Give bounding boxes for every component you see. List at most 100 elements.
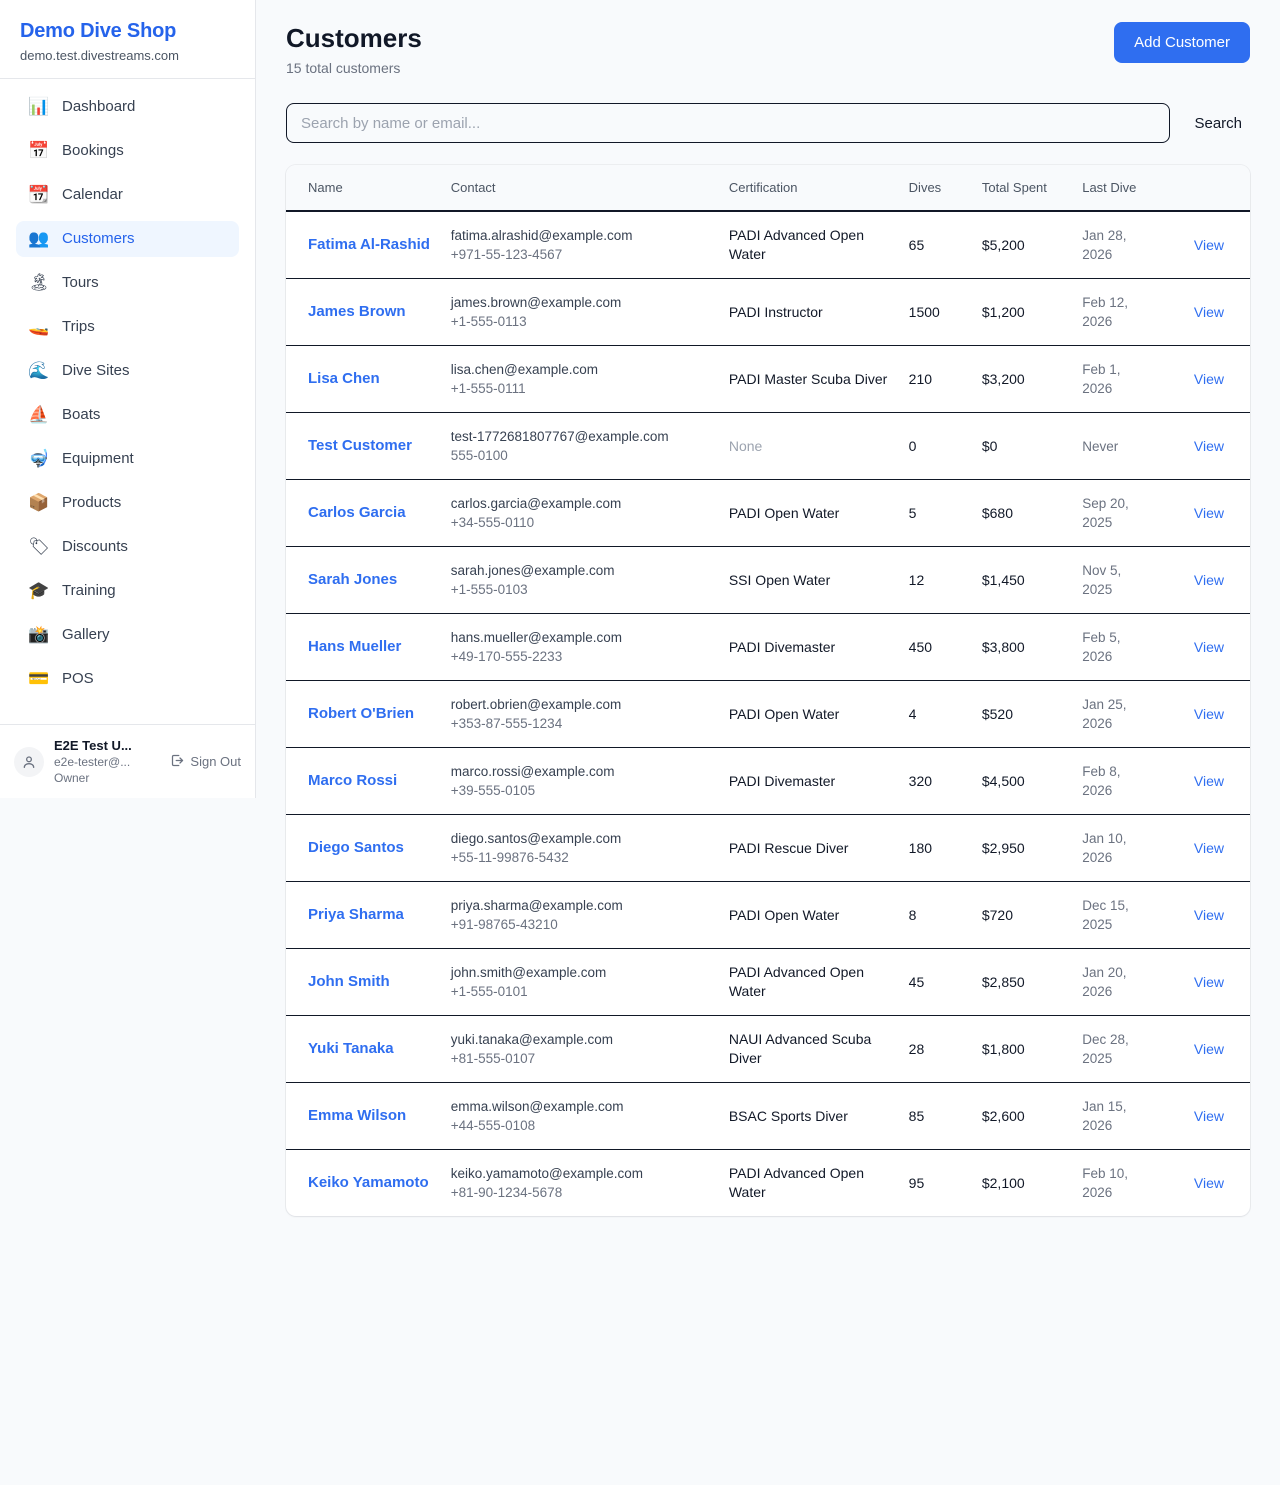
total-spent-value: $520 bbox=[981, 705, 1014, 722]
customer-name-link[interactable]: Diego Santos bbox=[308, 839, 404, 856]
search-input[interactable] bbox=[286, 103, 1171, 143]
customer-name-link[interactable]: Lisa Chen bbox=[308, 370, 380, 387]
cell-actions: View bbox=[1162, 881, 1250, 949]
table-row[interactable]: Test Customer test-1772681807767@example.… bbox=[286, 412, 1250, 480]
cell-name: Hans Mueller bbox=[286, 613, 441, 681]
customer-name-link[interactable]: Priya Sharma bbox=[308, 906, 404, 923]
cell-last-dive: Dec 15, 2025 bbox=[1072, 881, 1163, 949]
sign-out-button[interactable]: Sign Out bbox=[170, 753, 241, 771]
credit-card-icon: 💳 bbox=[28, 669, 50, 689]
search-button[interactable]: Search bbox=[1186, 115, 1250, 132]
sidebar-item-training[interactable]: 🎓 Training bbox=[16, 573, 239, 609]
table-row[interactable]: Lisa Chen lisa.chen@example.com +1-555-011… bbox=[286, 345, 1250, 413]
dives-count: 180 bbox=[908, 839, 933, 856]
view-button[interactable]: View bbox=[1193, 973, 1224, 990]
cell-contact: sarah.jones@example.com +1-555-0103 bbox=[440, 546, 719, 614]
column-header-name[interactable]: Name bbox=[286, 165, 441, 212]
customer-phone: +1-555-0103 bbox=[450, 582, 528, 597]
view-button[interactable]: View bbox=[1193, 772, 1224, 789]
table-row[interactable]: Sarah Jones sarah.jones@example.com +1-555… bbox=[286, 546, 1250, 614]
cell-certification: BSAC Sports Diver bbox=[718, 1082, 899, 1150]
cell-last-dive: Jan 15, 2026 bbox=[1072, 1082, 1163, 1150]
customer-name-link[interactable]: Marco Rossi bbox=[308, 772, 398, 789]
table-row[interactable]: James Brown james.brown@example.com +1-555… bbox=[286, 278, 1250, 346]
customer-name-link[interactable]: Fatima Al-Rashid bbox=[308, 236, 430, 253]
view-button[interactable]: View bbox=[1193, 1040, 1224, 1057]
table-row[interactable]: Keiko Yamamoto keiko.yamamoto@example.com… bbox=[286, 1150, 1250, 1217]
sidebar-item-boats[interactable]: ⛵ Boats bbox=[16, 397, 239, 433]
dives-count: 1500 bbox=[908, 303, 940, 320]
sidebar-item-dashboard[interactable]: 📊 Dashboard bbox=[16, 89, 239, 125]
customer-name-link[interactable]: John Smith bbox=[308, 973, 390, 990]
table-row[interactable]: John Smith john.smith@example.com +1-555-0… bbox=[286, 948, 1250, 1016]
sidebar-item-tours[interactable]: 🏝 Tours bbox=[16, 265, 239, 301]
cell-actions: View bbox=[1162, 1150, 1250, 1217]
customer-name-link[interactable]: Yuki Tanaka bbox=[308, 1040, 394, 1057]
customer-name-link[interactable]: Test Customer bbox=[308, 437, 412, 454]
table-row[interactable]: Yuki Tanaka yuki.tanaka@example.com +81-55… bbox=[286, 1015, 1250, 1083]
view-button[interactable]: View bbox=[1193, 571, 1224, 588]
customer-phone: +81-555-0107 bbox=[450, 1051, 536, 1066]
view-button[interactable]: View bbox=[1193, 638, 1224, 655]
add-customer-button[interactable]: Add Customer bbox=[1114, 22, 1250, 63]
table-row[interactable]: Hans Mueller hans.mueller@example.com +49-… bbox=[286, 613, 1250, 681]
last-dive-date: Feb 12, 2026 bbox=[1082, 295, 1128, 329]
column-header-certification[interactable]: Certification bbox=[718, 165, 899, 212]
cell-contact: robert.obrien@example.com +353-87-555-123… bbox=[440, 680, 719, 748]
customer-name-link[interactable]: James Brown bbox=[308, 303, 406, 320]
view-button[interactable]: View bbox=[1193, 504, 1224, 521]
cell-actions: View bbox=[1162, 211, 1250, 279]
view-button[interactable]: View bbox=[1193, 236, 1224, 253]
customer-name-link[interactable]: Keiko Yamamoto bbox=[308, 1174, 429, 1191]
cell-actions: View bbox=[1162, 345, 1250, 413]
sidebar-item-products[interactable]: 📦 Products bbox=[16, 485, 239, 521]
view-button[interactable]: View bbox=[1193, 303, 1224, 320]
sidebar-item-bookings[interactable]: 📅 Bookings bbox=[16, 133, 239, 169]
table-row[interactable]: Priya Sharma priya.sharma@example.com +91-… bbox=[286, 881, 1250, 949]
table-row[interactable]: Diego Santos diego.santos@example.com +55-… bbox=[286, 814, 1250, 882]
view-button[interactable]: View bbox=[1193, 370, 1224, 387]
customer-count: 15 total customers bbox=[286, 60, 401, 76]
column-header-dives[interactable]: Dives bbox=[898, 165, 972, 212]
cell-actions: View bbox=[1162, 948, 1250, 1016]
view-button[interactable]: View bbox=[1193, 705, 1224, 722]
cell-name: Keiko Yamamoto bbox=[286, 1150, 441, 1217]
sidebar-item-customers[interactable]: 👥 Customers bbox=[16, 221, 239, 257]
customer-phone: +55-11-99876-5432 bbox=[450, 850, 569, 865]
sidebar-item-dive-sites[interactable]: 🌊 Dive Sites bbox=[16, 353, 239, 389]
customer-name-link[interactable]: Sarah Jones bbox=[308, 571, 398, 588]
customer-name-link[interactable]: Emma Wilson bbox=[308, 1107, 407, 1124]
sidebar-item-equipment[interactable]: 🤿 Equipment bbox=[16, 441, 239, 477]
certification-value: PADI Open Water bbox=[728, 504, 840, 521]
customer-name-link[interactable]: Robert O'Brien bbox=[308, 705, 415, 722]
package-icon: 📦 bbox=[28, 493, 50, 513]
last-dive-date: Sep 20, 2025 bbox=[1082, 496, 1129, 530]
column-header-last-dive[interactable]: Last Dive bbox=[1072, 165, 1163, 212]
user-role: Owner bbox=[54, 771, 90, 785]
view-button[interactable]: View bbox=[1193, 839, 1224, 856]
view-button[interactable]: View bbox=[1193, 906, 1224, 923]
table-row[interactable]: Marco Rossi marco.rossi@example.com +39-55… bbox=[286, 747, 1250, 815]
people-icon: 👥 bbox=[28, 229, 50, 249]
sidebar-item-calendar[interactable]: 📆 Calendar bbox=[16, 177, 239, 213]
customer-name-link[interactable]: Carlos Garcia bbox=[308, 504, 406, 521]
brand-header: Demo Dive Shop demo.test.divestreams.com bbox=[0, 0, 255, 79]
sidebar-item-discounts[interactable]: 🏷 Discounts bbox=[16, 529, 239, 565]
column-header-total-spent[interactable]: Total Spent bbox=[971, 165, 1073, 212]
view-button[interactable]: View bbox=[1193, 1174, 1224, 1191]
cell-contact: priya.sharma@example.com +91-98765-43210 bbox=[440, 881, 719, 949]
table-row[interactable]: Carlos Garcia carlos.garcia@example.com +3… bbox=[286, 479, 1250, 547]
view-button[interactable]: View bbox=[1193, 1107, 1224, 1124]
certification-value: PADI Divemaster bbox=[728, 638, 836, 655]
column-header-contact[interactable]: Contact bbox=[440, 165, 719, 212]
sidebar-item-gallery[interactable]: 📸 Gallery bbox=[16, 617, 239, 653]
sidebar-item-trips[interactable]: 🚤 Trips bbox=[16, 309, 239, 345]
sidebar-item-pos[interactable]: 💳 POS bbox=[16, 661, 239, 697]
table-row[interactable]: Emma Wilson emma.wilson@example.com +44-55… bbox=[286, 1082, 1250, 1150]
customer-name-link[interactable]: Hans Mueller bbox=[308, 638, 402, 655]
cell-dives: 1500 bbox=[898, 278, 972, 346]
cell-certification: PADI Advanced Open Water bbox=[718, 948, 899, 1016]
view-button[interactable]: View bbox=[1193, 437, 1224, 454]
table-row[interactable]: Fatima Al-Rashid fatima.alrashid@example.… bbox=[286, 211, 1250, 279]
table-row[interactable]: Robert O'Brien robert.obrien@example.com +… bbox=[286, 680, 1250, 748]
